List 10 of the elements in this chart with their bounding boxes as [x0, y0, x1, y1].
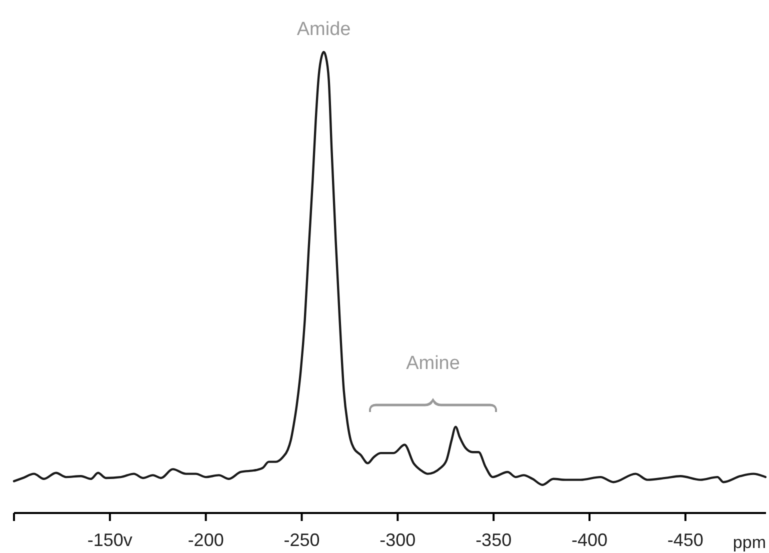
x-tick-label: -250	[284, 530, 320, 550]
x-tick-label: -400	[571, 530, 608, 550]
x-tick-label: -450	[667, 530, 704, 550]
x-tick-label: -200	[188, 530, 224, 550]
x-tick-label: -300	[380, 530, 416, 550]
x-tick-label: -150v	[87, 530, 132, 550]
annotation: Amide	[296, 19, 351, 40]
x-axis-title: ppm	[732, 533, 766, 552]
x-tick-label: -350	[476, 530, 512, 550]
annotation: Amine	[406, 353, 460, 374]
